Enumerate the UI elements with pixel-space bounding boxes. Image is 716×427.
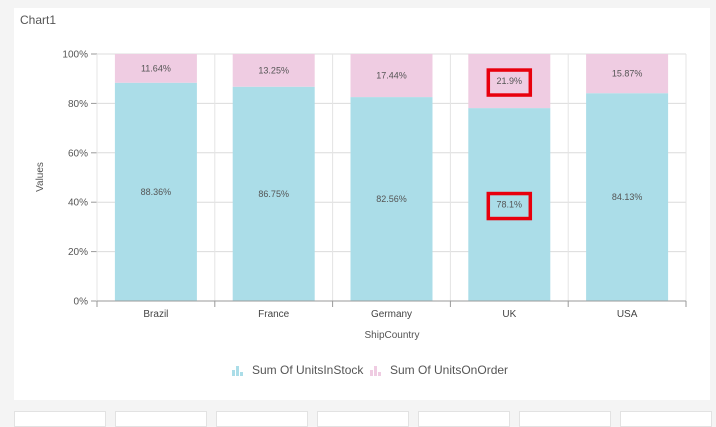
x-tick-label: Germany — [371, 309, 412, 320]
data-label: 88.36% — [141, 187, 172, 197]
data-label: 17.44% — [376, 71, 407, 81]
chart-title: Chart1 — [20, 13, 57, 27]
data-label: 11.64% — [141, 63, 171, 73]
legend-label: Sum Of UnitsOnOrder — [390, 363, 508, 377]
bottom-tab-4[interactable] — [317, 411, 409, 427]
data-label: 84.13% — [612, 192, 643, 202]
data-label: 21.9% — [497, 76, 523, 86]
highlight-box — [486, 68, 533, 97]
legend-icon-bar — [378, 372, 381, 376]
bottom-tab-5[interactable] — [418, 411, 510, 427]
bar-sum-of-unitsinstock-brazil — [114, 82, 197, 302]
bar-sum-of-unitsonorder-germany — [350, 54, 433, 98]
bar-sum-of-unitsinstock-france — [232, 86, 315, 301]
y-tick-label: 60% — [68, 148, 88, 159]
bar-sum-of-unitsinstock-germany — [350, 97, 433, 301]
data-label: 13.25% — [258, 65, 289, 75]
y-tick-label: 80% — [68, 99, 88, 110]
legend-icon-bar — [370, 370, 373, 376]
data-label: 15.87% — [612, 69, 643, 79]
bar-sum-of-unitsinstock-uk — [468, 108, 551, 301]
legend-icon-bar — [236, 366, 239, 376]
y-tick-label: 0% — [74, 297, 89, 308]
y-tick-label: 20% — [68, 247, 88, 258]
x-tick-label: UK — [502, 309, 516, 320]
bar-sum-of-unitsonorder-brazil — [114, 54, 197, 83]
highlight-box — [486, 191, 533, 221]
bar-sum-of-unitsinstock-usa — [586, 93, 669, 301]
legend-icon-bar — [374, 366, 377, 376]
y-axis-title: Values — [35, 162, 46, 192]
x-tick-label: Brazil — [143, 309, 168, 320]
bottom-tab-1[interactable] — [14, 411, 106, 427]
data-label: 82.56% — [376, 194, 407, 204]
data-label: 78.1% — [497, 200, 523, 210]
x-tick-label: USA — [617, 309, 638, 320]
bar-sum-of-unitsonorder-france — [232, 54, 315, 87]
legend-icon-bar — [240, 372, 243, 376]
bottom-tab-6[interactable] — [519, 411, 611, 427]
y-tick-label: 100% — [62, 50, 88, 61]
bar-sum-of-unitsonorder-uk — [468, 54, 551, 109]
data-label: 86.75% — [258, 189, 289, 199]
bottom-tab-2[interactable] — [115, 411, 207, 427]
x-tick-label: France — [258, 309, 290, 320]
bottom-tab-3[interactable] — [216, 411, 308, 427]
legend-icon-bar — [232, 370, 235, 376]
bar-sum-of-unitsonorder-usa — [586, 54, 669, 94]
x-axis-title: ShipCountry — [364, 330, 419, 341]
legend-label: Sum Of UnitsInStock — [252, 363, 364, 377]
bottom-tab-7[interactable] — [620, 411, 712, 427]
y-tick-label: 40% — [68, 198, 88, 209]
